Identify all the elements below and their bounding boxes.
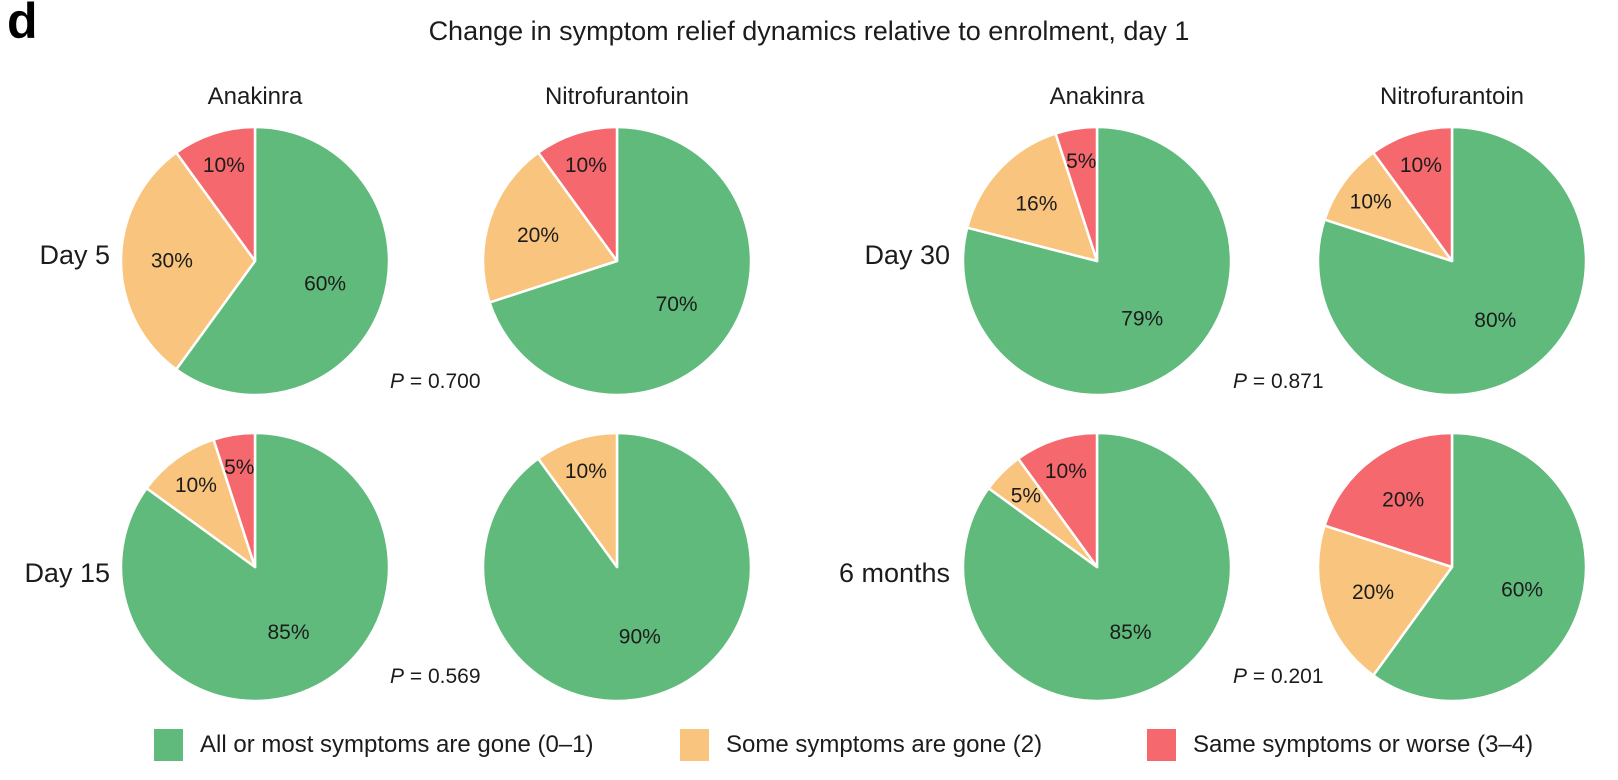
row-label-day-15: Day 15 [24, 558, 110, 588]
legend-swatch-red-icon [1147, 729, 1176, 761]
pie-slice-percent-label: 85% [1109, 621, 1151, 644]
p-value-label: P = 0.201 [1233, 665, 1324, 688]
figure-title: Change in symptom relief dynamics relati… [428, 16, 1190, 46]
pie-day-5-anakinra: 60% 30% 10% [119, 125, 391, 397]
pie-slice-green [1371, 431, 1588, 703]
pie-slice-orange [536, 431, 619, 569]
panel-label: d [7, 0, 38, 49]
row-label-day-5: Day 5 [39, 240, 110, 270]
pie-slice-percent-label: 60% [1501, 578, 1543, 601]
pie-slice-percent-label: 60% [304, 272, 346, 295]
pie-slice-red [1371, 125, 1454, 263]
pie-slice-red [1323, 431, 1454, 569]
pie-slice-percent-label: 20% [1382, 488, 1424, 511]
pie-slice-green [488, 125, 753, 397]
pie-6-months-anakinra: 85% 5%10% [961, 431, 1233, 703]
pie-slice-orange [1323, 151, 1454, 263]
pie-slice-orange [1316, 524, 1454, 677]
pie-slice-red [174, 125, 257, 263]
legend-item-orange: Some symptoms are gone (2) [680, 729, 1042, 761]
pie-slice-percent-label: 79% [1121, 308, 1163, 331]
p-value-label: P = 0.871 [1233, 370, 1324, 393]
pie-slice-orange [965, 132, 1099, 263]
pie-slice-red [1016, 431, 1099, 569]
pie-slice-percent-label: 90% [619, 626, 661, 649]
pie-day-15-anakinra: 85% 10% 5% [119, 431, 391, 703]
pie-slice-percent-label: 10% [203, 154, 245, 177]
pie-day-30-anakinra: 79% 16% 5% [961, 125, 1233, 397]
pie-slice-percent-label: 30% [151, 250, 193, 273]
pie-slice-orange [481, 151, 619, 304]
legend-label-orange: Some symptoms are gone (2) [726, 731, 1043, 758]
pie-slice-percent-label: 80% [1474, 309, 1516, 332]
legend-item-green: All or most symptoms are gone (0–1) [154, 729, 593, 761]
column-header-nitrofurantoin: Nitrofurantoin [1379, 83, 1525, 110]
p-value-label: P = 0.700 [390, 370, 481, 393]
column-header-nitrofurantoin: Nitrofurantoin [544, 83, 690, 110]
legend-item-red: Same symptoms or worse (3–4) [1147, 729, 1533, 761]
pie-slice-orange [145, 438, 257, 569]
pie-slice-percent-label: 85% [267, 621, 309, 644]
legend-swatch-orange-icon [680, 729, 709, 761]
pie-slice-percent-label: 70% [656, 293, 698, 316]
pie-slice-percent-label: 16% [1015, 193, 1057, 216]
pie-slice-percent-label: 10% [565, 460, 607, 483]
pie-slice-red [1054, 125, 1099, 263]
pie-slice-percent-label: 10% [1400, 154, 1442, 177]
pie-slice-percent-label: 5% [1066, 150, 1096, 173]
legend-swatch-green-icon [154, 729, 183, 761]
pie-slice-percent-label: 20% [1352, 581, 1394, 604]
pie-day-15-nitrofurantoin: 90% 10% [481, 431, 753, 703]
pie-day-30-nitrofurantoin: 80% 10% 10% [1316, 125, 1588, 397]
pie-slice-green [174, 125, 391, 397]
row-label-6-months: 6 months [838, 558, 950, 588]
pie-day-5-nitrofurantoin: 70% 20% 10% [481, 125, 753, 397]
pie-slice-orange [119, 151, 257, 371]
row-label-day-30: Day 30 [864, 240, 950, 270]
pie-slice-percent-label: 5% [224, 456, 254, 479]
pie-6-months-nitrofurantoin: 60% 20% 20% [1316, 431, 1588, 703]
pie-slice-percent-label: 20% [517, 224, 559, 247]
column-header-anakinra: Anakinra [1049, 83, 1145, 110]
column-header-anakinra: Anakinra [207, 83, 303, 110]
pie-slice-percent-label: 10% [1045, 460, 1087, 483]
legend-label-red: Same symptoms or worse (3–4) [1193, 731, 1534, 758]
pie-slice-red [536, 125, 619, 263]
pie-slice-red [212, 431, 257, 569]
pie-slice-percent-label: 10% [1350, 190, 1392, 213]
pie-slice-percent-label: 10% [175, 474, 217, 497]
p-value-label: P = 0.569 [390, 665, 481, 688]
pie-slice-percent-label: 5% [1011, 484, 1041, 507]
legend-label-green: All or most symptoms are gone (0–1) [200, 731, 594, 758]
pie-slice-percent-label: 10% [565, 154, 607, 177]
